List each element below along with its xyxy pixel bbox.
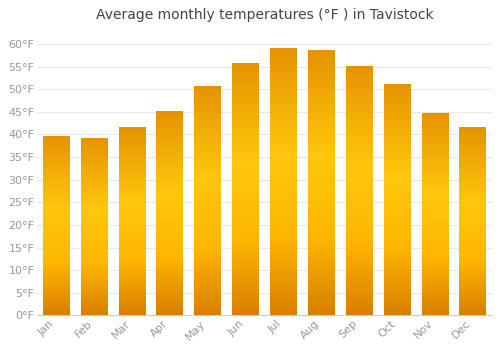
Title: Average monthly temperatures (°F ) in Tavistock: Average monthly temperatures (°F ) in Ta…: [96, 8, 433, 22]
